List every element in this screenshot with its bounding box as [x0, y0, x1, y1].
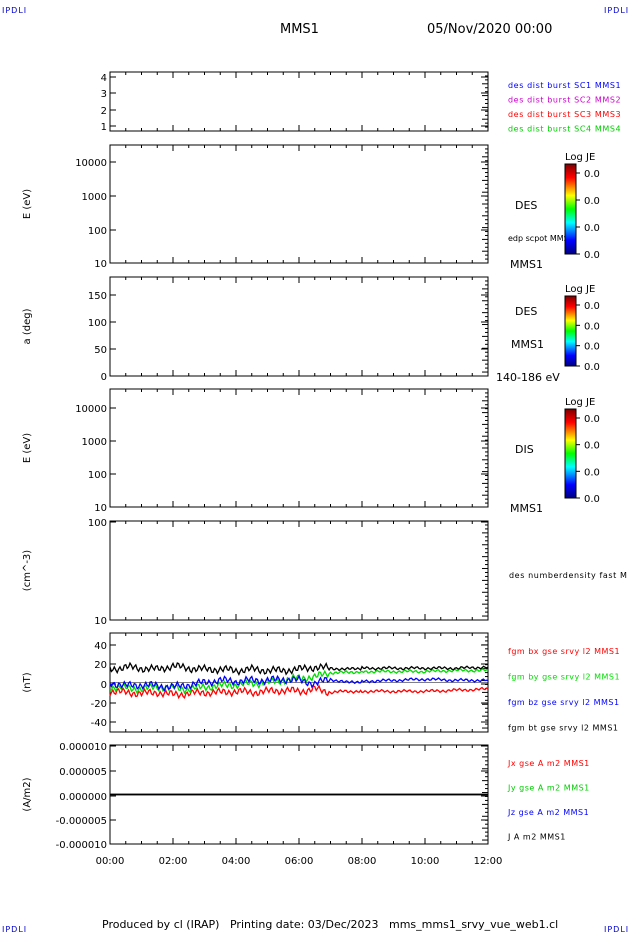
y-axis-label: (cm^-3): [22, 550, 33, 591]
colorbar: [564, 163, 577, 255]
y-tick-label: 20: [94, 660, 107, 671]
logo-top-right: IPDLI: [604, 6, 630, 15]
x-tick-label: 10:00: [411, 856, 440, 867]
x-tick-label: 04:00: [222, 856, 251, 867]
series-line: [109, 674, 488, 692]
x-tick-label: 00:00: [96, 856, 125, 867]
panel-bottom-label: MMS1: [510, 502, 543, 515]
panel-bottom-label: MMS1: [510, 258, 543, 271]
y-axis-label: E (eV): [22, 189, 33, 219]
colorbar-title: Log JE: [565, 397, 595, 408]
legend-entry: des dist burst SC1 MMS1: [508, 81, 621, 90]
y-tick-label: 1: [101, 122, 107, 133]
colorbar-tick-label: 0.0: [584, 342, 600, 353]
legend-entry: Jz gse A m2 MMS1: [507, 808, 589, 817]
colorbar: [564, 408, 577, 499]
spacecraft-title: MMS1: [280, 22, 319, 37]
footer-printing-date: Printing date: 03/Dec/2023: [229, 918, 379, 931]
y-tick-label: 1000: [82, 192, 107, 203]
footer-produced-by: Produced by cl (IRAP): [102, 918, 220, 931]
colorbar-tick-label: 0.0: [584, 196, 600, 207]
panel-frame: [109, 388, 489, 508]
x-tick-label: 02:00: [159, 856, 188, 867]
legend-entry: J A m2 MMS1: [507, 833, 566, 842]
colorbar-tick-label: 0.0: [584, 467, 600, 478]
colorbar-tick-label: 0.0: [584, 250, 600, 261]
legend-entry: fgm bt gse srvy l2 MMS1: [508, 724, 619, 733]
footer: Produced by cl (IRAP) Printing date: 03/…: [102, 918, 558, 931]
y-tick-label: 100: [88, 318, 107, 329]
colorbar-tick-label: 0.0: [584, 494, 600, 505]
y-tick-label: 100: [88, 518, 107, 529]
y-tick-label: 0.000000: [59, 792, 107, 803]
legend-entry: des numberdensity fast M: [509, 571, 628, 580]
logo-bottom-left: IPDLI: [2, 925, 28, 934]
colorbar-tick-label: 0.0: [584, 169, 600, 180]
panel-frame: [109, 144, 489, 264]
panel-label: DES: [515, 305, 537, 318]
y-tick-label: 0: [101, 372, 107, 383]
y-axis-label: E (eV): [22, 433, 33, 463]
y-axis-label: (A/m2): [22, 777, 33, 811]
colorbar: [564, 295, 577, 367]
y-tick-label: 150: [88, 291, 107, 302]
logo-top-left: IPDLI: [2, 6, 28, 15]
y-tick-label: 0.000005: [59, 767, 107, 778]
x-tick-label: 06:00: [285, 856, 314, 867]
x-tick-label: 12:00: [474, 856, 503, 867]
y-tick-label: 0: [101, 680, 107, 691]
panel-frame: [109, 71, 489, 132]
y-tick-label: 10: [94, 259, 107, 270]
y-tick-label: 3: [101, 89, 107, 100]
y-tick-label: 100: [88, 470, 107, 481]
colorbar-tick-label: 0.0: [584, 301, 600, 312]
y-axis-label: (nT): [22, 672, 33, 692]
overlay-label: edp scpot MMS1: [508, 234, 574, 243]
y-tick-label: 40: [94, 641, 107, 652]
y-tick-label: 10000: [75, 158, 107, 169]
logo-bottom-right: IPDLI: [604, 925, 630, 934]
y-tick-label: 10: [94, 616, 107, 627]
y-tick-label: 1000: [82, 437, 107, 448]
legend-entry: des dist burst SC2 MMS2: [508, 96, 621, 105]
colorbar-tick-label: 0.0: [584, 223, 600, 234]
series-line: [109, 661, 489, 677]
colorbar-title: Log JE: [565, 152, 595, 163]
panel-frame: [109, 520, 489, 621]
plot-date: 05/Nov/2020 00:00: [427, 22, 553, 37]
legend-entry: des dist burst SC4 MMS4: [508, 125, 621, 134]
panel-bottom-label: 140-186 eV: [496, 371, 560, 384]
y-tick-label: 2: [101, 106, 107, 117]
x-tick-label: 08:00: [348, 856, 377, 867]
legend-entry: fgm bx gse srvy l2 MMS1: [508, 647, 620, 656]
colorbar-tick-label: 0.0: [584, 321, 600, 332]
legend-entry: des dist burst SC3 MMS3: [508, 110, 621, 119]
legend-entry: fgm by gse srvy l2 MMS1: [508, 673, 620, 682]
colorbar-tick-label: 0.0: [584, 362, 600, 373]
panel-sublabel: MMS1: [511, 338, 544, 351]
y-tick-label: -0.000005: [56, 816, 107, 827]
y-tick-label: 10000: [75, 404, 107, 415]
y-tick-label: 0.000010: [59, 742, 107, 753]
y-tick-label: -0.000010: [56, 840, 107, 851]
y-tick-label: -40: [91, 718, 107, 729]
colorbar-title: Log JE: [565, 284, 595, 295]
y-axis-label: a (deg): [22, 308, 33, 344]
series-line: [109, 684, 489, 700]
y-tick-label: 10: [94, 503, 107, 514]
y-tick-label: 50: [94, 345, 107, 356]
colorbar-tick-label: 0.0: [584, 414, 600, 425]
y-tick-label: 100: [88, 226, 107, 237]
y-tick-label: -20: [91, 699, 107, 710]
y-tick-label: 4: [101, 73, 107, 84]
legend-entry: fgm bz gse srvy l2 MMS1: [508, 698, 620, 707]
legend-entry: Jx gse A m2 MMS1: [507, 759, 590, 768]
panel-label: DIS: [515, 443, 534, 456]
panel-frame: [109, 276, 489, 377]
panel-label: DES: [515, 199, 537, 212]
footer-filename: mms_mms1_srvy_vue_web1.cl: [389, 918, 559, 931]
legend-entry: Jy gse A m2 MMS1: [507, 784, 590, 793]
colorbar-tick-label: 0.0: [584, 441, 600, 452]
